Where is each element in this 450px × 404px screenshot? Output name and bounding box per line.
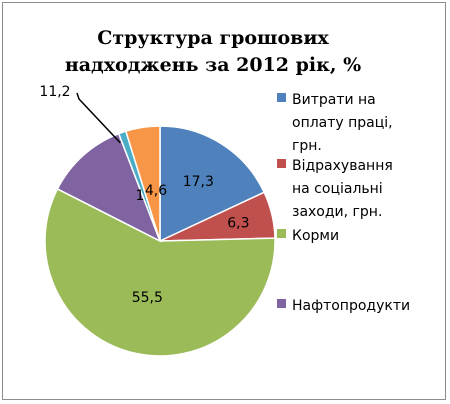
legend-label-oil: Нафтопродукти <box>292 295 444 318</box>
legend-swatch-feed <box>277 229 286 238</box>
data-label-feed: 55,5 <box>132 290 163 306</box>
data-label-labor: 17,3 <box>183 174 214 190</box>
chart-title: Структура грошових надходжень за 2012 рі… <box>64 27 362 76</box>
legend-label-social-line-2: на соціальні <box>292 181 383 197</box>
pie-leader-lines <box>76 92 121 144</box>
legend-label-labor-line-2: оплату праці, <box>292 115 393 131</box>
legend-swatch-oil <box>277 299 286 308</box>
legend-label-labor: Витрати на оплату праці, грн. <box>292 89 444 158</box>
legend-label-labor-line-1: Витрати на <box>292 92 376 108</box>
slice-labor <box>159 125 266 243</box>
slice-feed <box>44 187 276 357</box>
legend-label-labor-line-3: грн. <box>292 138 322 154</box>
leader-line-oil <box>76 92 121 144</box>
data-label-small-orange: 4,6 <box>145 183 167 199</box>
legend-swatch-labor <box>277 93 286 102</box>
chart-frame: Структура грошових надходжень за 2012 рі… <box>2 2 446 400</box>
legend-label-social: Відрахування на соціальні заходи, грн. <box>292 155 444 224</box>
legend-label-feed-line-1: Корми <box>292 228 340 244</box>
legend-label-oil-line-1: Нафтопродукти <box>292 298 411 314</box>
legend-label-social-line-1: Відрахування <box>292 158 393 174</box>
pie-chart: 17,3 6,3 55,5 11,2 1 4,6 <box>39 84 276 357</box>
legend-swatch-social <box>277 159 286 168</box>
data-label-small-blue: 1 <box>136 188 145 204</box>
data-label-social: 6,3 <box>227 216 249 232</box>
pie-data-labels: 17,3 6,3 55,5 11,2 1 4,6 <box>39 84 249 306</box>
slice-oil <box>56 132 162 243</box>
slice-small-orange <box>124 125 161 242</box>
legend-label-social-line-3: заходи, грн. <box>292 204 383 220</box>
pie-slices <box>44 125 276 357</box>
data-label-oil: 11,2 <box>39 84 70 100</box>
legend-label-feed: Корми <box>292 225 444 248</box>
